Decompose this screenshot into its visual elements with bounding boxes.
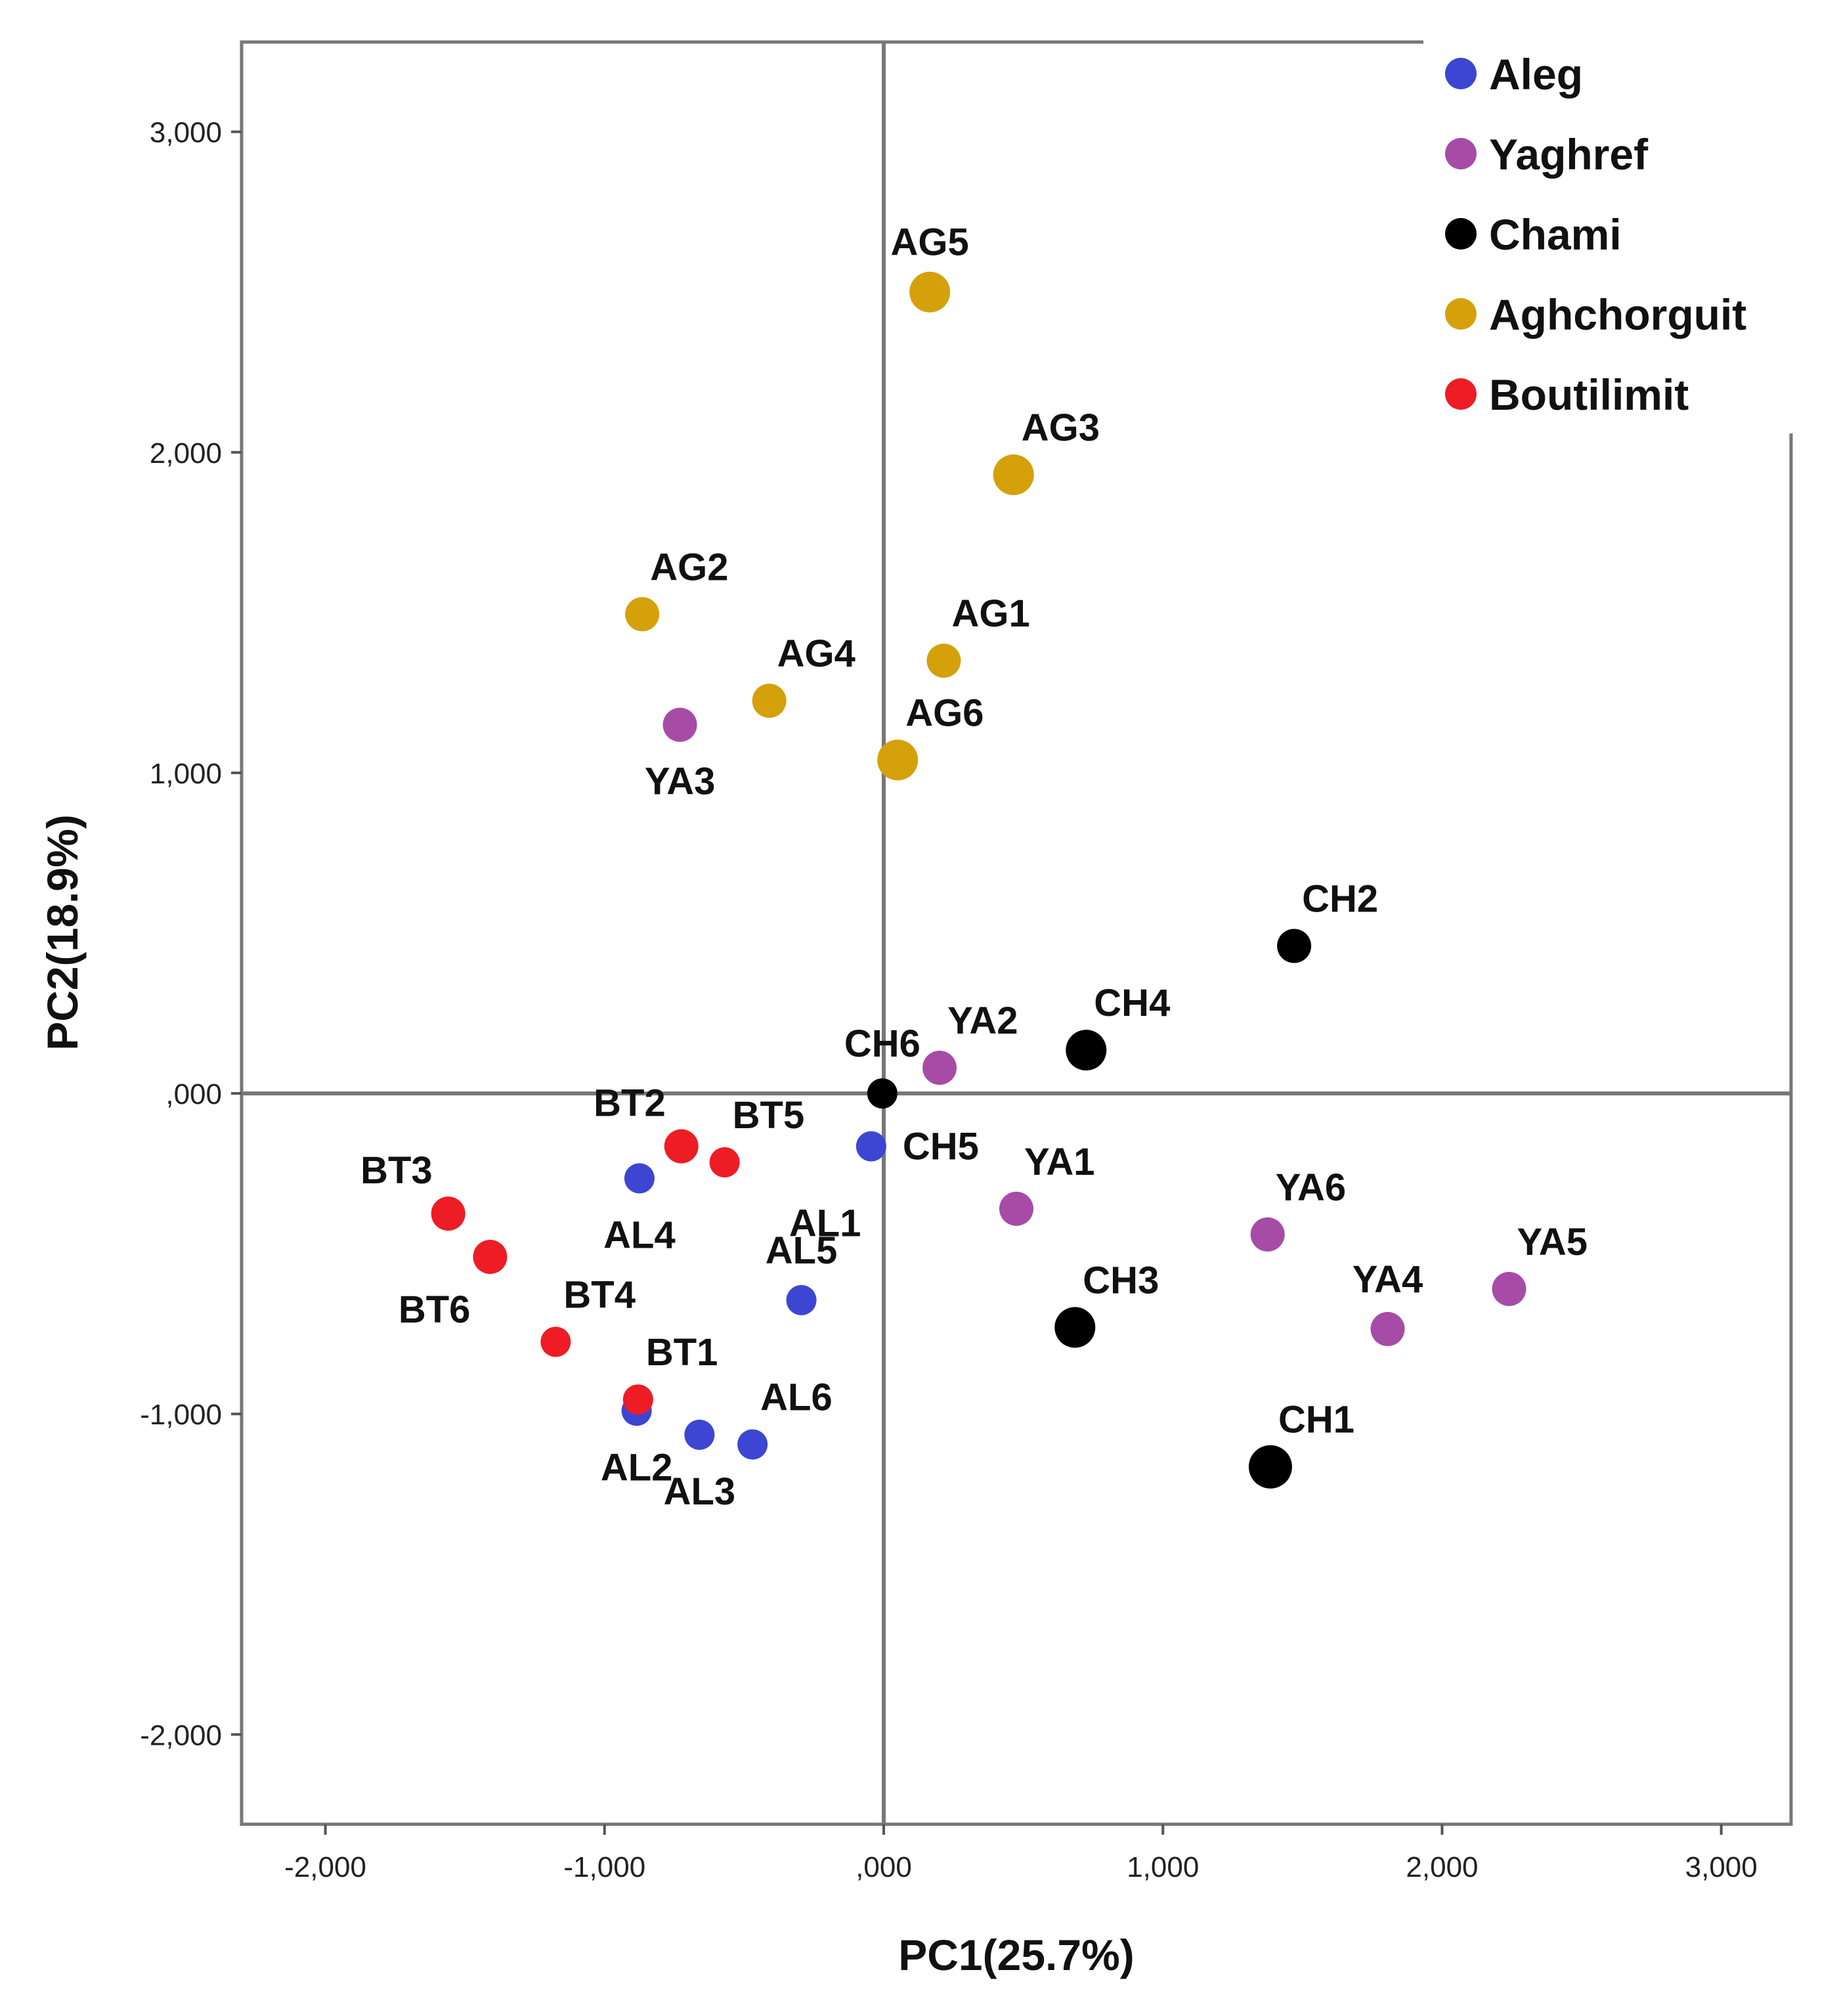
axis-ticks: -2,000 -1,000 ,000 1,000 2,000 3,000 -2,000 -1,…	[140, 117, 1758, 1883]
point-label-ag2: AG2	[650, 546, 728, 588]
legend-label-yaghref: Yaghref	[1489, 130, 1649, 179]
point-label-bt4: BT4	[563, 1273, 636, 1316]
data-point-ag3	[993, 454, 1034, 495]
data-point-ch6	[867, 1078, 898, 1109]
data-point-ag1	[926, 644, 961, 678]
legend-background	[1423, 26, 1804, 433]
x-tick-label: 3,000	[1685, 1851, 1758, 1883]
point-label-ya4: YA4	[1352, 1258, 1423, 1301]
point-label-ch3: CH3	[1083, 1259, 1159, 1302]
point-label-bt2: BT2	[594, 1082, 666, 1125]
data-point-ch5	[855, 1131, 886, 1162]
point-label-ch4: CH4	[1094, 982, 1170, 1024]
data-point-ya5	[1492, 1271, 1526, 1306]
legend-marker-aghchorguit	[1445, 298, 1477, 330]
y-tick-label: -2,000	[140, 1719, 222, 1751]
point-label-bt6: BT6	[399, 1288, 471, 1331]
legend-label-chami: Chami	[1489, 210, 1622, 259]
legend-label-aghchorguit: Aghchorguit	[1489, 290, 1746, 339]
x-tick-label: -2,000	[284, 1851, 366, 1883]
y-tick-label: 3,000	[150, 117, 222, 149]
data-point-al6	[737, 1429, 768, 1460]
data-point-ag4	[752, 684, 787, 718]
data-points: AG5 AG3 AG2 AG1 AG4 AG6 YA3 YA2 YA1 YA6 YA4 YA5 CH2 C…	[360, 221, 1588, 1513]
point-label-al2: AL2	[601, 1446, 673, 1489]
legend-marker-boutilimit	[1445, 378, 1477, 410]
data-point-al3	[684, 1419, 715, 1450]
legend-label-aleg: Aleg	[1489, 50, 1583, 99]
point-label-al3: AL3	[664, 1470, 736, 1513]
data-point-ch2	[1277, 929, 1312, 963]
legend-marker-chami	[1445, 218, 1477, 250]
point-label-ya6: YA6	[1276, 1166, 1347, 1209]
data-point-bt3	[431, 1196, 465, 1231]
point-label-ya1: YA1	[1024, 1141, 1095, 1183]
point-label-al6: AL6	[760, 1376, 833, 1419]
y-tick-label: -1,000	[140, 1399, 222, 1431]
data-point-ya3	[662, 707, 697, 742]
y-tick-label: 2,000	[150, 437, 222, 470]
point-label-ag3: AG3	[1022, 406, 1100, 449]
data-point-ya4	[1370, 1311, 1405, 1346]
data-point-al5	[786, 1284, 817, 1315]
data-point-bt4	[540, 1326, 571, 1357]
data-point-ya2	[922, 1051, 957, 1085]
x-tick-label: -1,000	[563, 1851, 645, 1883]
point-label-ya3: YA3	[645, 760, 716, 803]
point-label-ya2: YA2	[947, 999, 1018, 1042]
data-point-al4	[624, 1163, 655, 1194]
point-label-al1: AL1	[789, 1202, 861, 1244]
data-point-bt5	[709, 1147, 740, 1178]
x-axis-title: PC1(25.7%)	[898, 1931, 1135, 1979]
point-label-bt1: BT1	[646, 1331, 718, 1374]
point-label-bt3: BT3	[360, 1149, 433, 1192]
point-label-al5: AL5	[766, 1229, 838, 1272]
point-label-ag5: AG5	[891, 221, 969, 264]
point-label-bt5: BT5	[733, 1094, 805, 1137]
data-point-ch1	[1248, 1445, 1292, 1489]
x-tick-label: 1,000	[1127, 1851, 1199, 1883]
data-point-bt6	[473, 1240, 508, 1275]
x-tick-label: 2,000	[1406, 1851, 1478, 1883]
point-label-ya5: YA5	[1517, 1221, 1588, 1263]
point-label-ag1: AG1	[951, 592, 1029, 635]
data-point-ya6	[1250, 1217, 1285, 1252]
data-point-bt1	[622, 1384, 653, 1415]
point-label-ch1: CH1	[1278, 1399, 1354, 1441]
point-label-ch2: CH2	[1302, 878, 1378, 921]
y-tick-label: ,000	[165, 1078, 222, 1110]
data-point-ch4	[1066, 1030, 1107, 1071]
point-label-ag4: AG4	[777, 632, 855, 675]
legend: Aleg Yaghref Chami Aghchorguit Boutilimit	[1423, 26, 1804, 433]
data-point-ag5	[909, 271, 951, 313]
legend-label-boutilimit: Boutilimit	[1489, 370, 1689, 419]
point-label-ch6: CH6	[844, 1022, 920, 1065]
data-point-ag2	[625, 597, 660, 632]
point-label-ag6: AG6	[905, 691, 984, 734]
data-point-ch3	[1054, 1307, 1096, 1348]
data-point-ag6	[877, 739, 919, 781]
point-label-ch5: CH5	[903, 1126, 979, 1168]
legend-marker-aleg	[1445, 58, 1477, 89]
data-point-ya1	[999, 1191, 1033, 1226]
x-tick-label: ,000	[855, 1851, 912, 1883]
y-tick-label: 1,000	[150, 758, 222, 790]
data-point-bt2	[664, 1129, 699, 1164]
point-label-al4: AL4	[603, 1214, 676, 1256]
legend-marker-yaghref	[1445, 138, 1477, 169]
y-axis-title: PC2(18.9%)	[38, 814, 87, 1051]
